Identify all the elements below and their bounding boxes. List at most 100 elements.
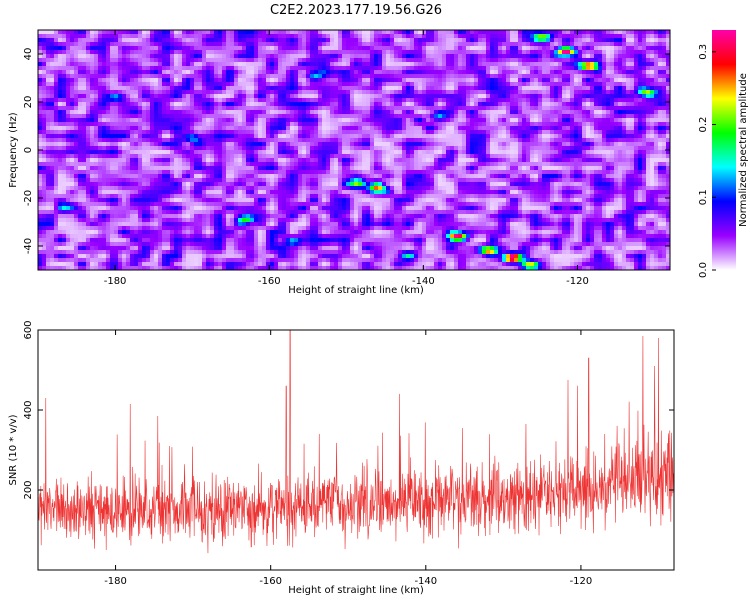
heatmap-cell (86, 110, 91, 115)
heatmap-cell (598, 70, 603, 75)
heatmap-cell (570, 118, 575, 123)
heatmap-cell (466, 30, 471, 35)
heatmap-cell (626, 58, 631, 63)
heatmap-cell (334, 154, 339, 159)
heatmap-cell (390, 62, 395, 67)
heatmap-cell (46, 62, 51, 67)
heatmap-cell (238, 94, 243, 99)
heatmap-cell (178, 106, 183, 111)
heatmap-cell (198, 70, 203, 75)
heatmap-cell (326, 62, 331, 67)
heatmap-cell (626, 126, 631, 131)
heatmap-cell (498, 70, 503, 75)
heatmap-cell (294, 62, 299, 67)
heatmap-cell (418, 142, 423, 147)
heatmap-cell (414, 114, 419, 119)
heatmap-cell (546, 150, 551, 155)
heatmap-cell (126, 78, 131, 83)
heatmap-cell (54, 106, 59, 111)
heatmap-cell (434, 66, 439, 71)
heatmap-cell (150, 42, 155, 47)
heatmap-cell (654, 50, 659, 55)
heatmap-cell (434, 54, 439, 59)
heatmap-cell (246, 70, 251, 75)
heatmap-cell (606, 126, 611, 131)
heatmap-cell (570, 98, 575, 103)
heatmap-cell (42, 94, 47, 99)
heatmap-cell (58, 90, 63, 95)
heatmap-cell (286, 94, 291, 99)
heatmap-cell (402, 150, 407, 155)
heatmap-cell (442, 42, 447, 47)
heatmap-cell (302, 134, 307, 139)
heatmap-cell (258, 46, 263, 51)
heatmap-cell (634, 130, 639, 135)
heatmap-cell (258, 134, 263, 139)
heatmap-cell (266, 78, 271, 83)
heatmap-cell (66, 50, 71, 55)
heatmap-cell (486, 102, 491, 107)
heatmap-cell (486, 34, 491, 39)
heatmap-cell (578, 122, 583, 127)
heatmap-cell (606, 150, 611, 155)
heatmap-cell (570, 86, 575, 91)
heatmap-cell (38, 142, 43, 147)
heatmap-cell (346, 58, 351, 63)
heatmap-cell (498, 138, 503, 143)
heatmap-cell (478, 106, 483, 111)
heatmap-cell (638, 106, 643, 111)
heatmap-cell (526, 106, 531, 111)
heatmap-cell (186, 70, 191, 75)
heatmap-cell (446, 54, 451, 59)
heatmap-cell (318, 90, 323, 95)
heatmap-cell (242, 46, 247, 51)
heatmap-cell (314, 118, 319, 123)
heatmap-cell (610, 34, 615, 39)
heatmap-cell (434, 102, 439, 107)
heatmap-cell (86, 42, 91, 47)
heatmap-cell (410, 90, 415, 95)
heatmap-cell (78, 30, 83, 35)
heatmap-cell (190, 46, 195, 51)
heatmap-cell (210, 46, 215, 51)
heatmap-cell (246, 110, 251, 115)
heatmap-cell (226, 142, 231, 147)
heatmap-cell (478, 38, 483, 43)
heatmap-cell (330, 138, 335, 143)
heatmap-cell (654, 46, 659, 51)
heatmap-cell (162, 62, 167, 67)
heatmap-cell (338, 70, 343, 75)
heatmap-cell (134, 122, 139, 127)
heatmap-cell (382, 150, 387, 155)
heatmap-cell (442, 38, 447, 43)
heatmap-cell (166, 138, 171, 143)
heatmap-cell (214, 38, 219, 43)
heatmap-cell (282, 46, 287, 51)
heatmap-cell (466, 46, 471, 51)
heatmap-cell (194, 86, 199, 91)
heatmap-cell (102, 146, 107, 151)
heatmap-cell (522, 78, 527, 83)
heatmap-cell (542, 54, 547, 59)
heatmap-cell (630, 74, 635, 79)
heatmap-cell (538, 38, 543, 43)
heatmap-cell (278, 38, 283, 43)
heatmap-cell (562, 38, 567, 43)
heatmap-cell (278, 90, 283, 95)
heatmap-cell (110, 30, 115, 35)
heatmap-cell (62, 138, 67, 143)
heatmap-cell (542, 90, 547, 95)
heatmap-cell (410, 134, 415, 139)
heatmap-cell (214, 66, 219, 71)
heatmap-cell (110, 66, 115, 71)
heatmap-cell (426, 66, 431, 71)
heatmap-cell (546, 66, 551, 71)
heatmap-cell (378, 130, 383, 135)
heatmap-cell (218, 34, 223, 39)
heatmap-cell (630, 106, 635, 111)
heatmap-cell (546, 138, 551, 143)
heatmap-cell (490, 30, 495, 35)
heatmap-cell (250, 130, 255, 135)
heatmap-cell (370, 74, 375, 79)
heatmap-cell (434, 30, 439, 35)
